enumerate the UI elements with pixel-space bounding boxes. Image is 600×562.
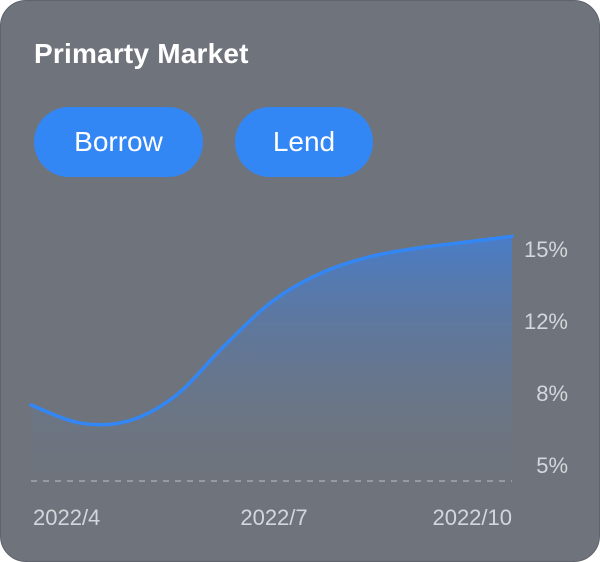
rate-line: [29, 234, 514, 427]
lend-button[interactable]: Lend: [235, 107, 373, 177]
x-tick-label: 2022/4: [33, 505, 100, 530]
y-tick-label: 5%: [536, 453, 568, 478]
x-tick-label: 2022/7: [240, 505, 307, 530]
borrow-button[interactable]: Borrow: [34, 107, 203, 177]
rate-area-fill: [31, 236, 512, 481]
card-title: Primarty Market: [34, 38, 249, 69]
y-tick-label: 8%: [536, 381, 568, 406]
y-tick-label: 15%: [524, 237, 568, 262]
x-tick-label: 2022/10: [432, 505, 512, 530]
y-tick-label: 12%: [524, 309, 568, 334]
